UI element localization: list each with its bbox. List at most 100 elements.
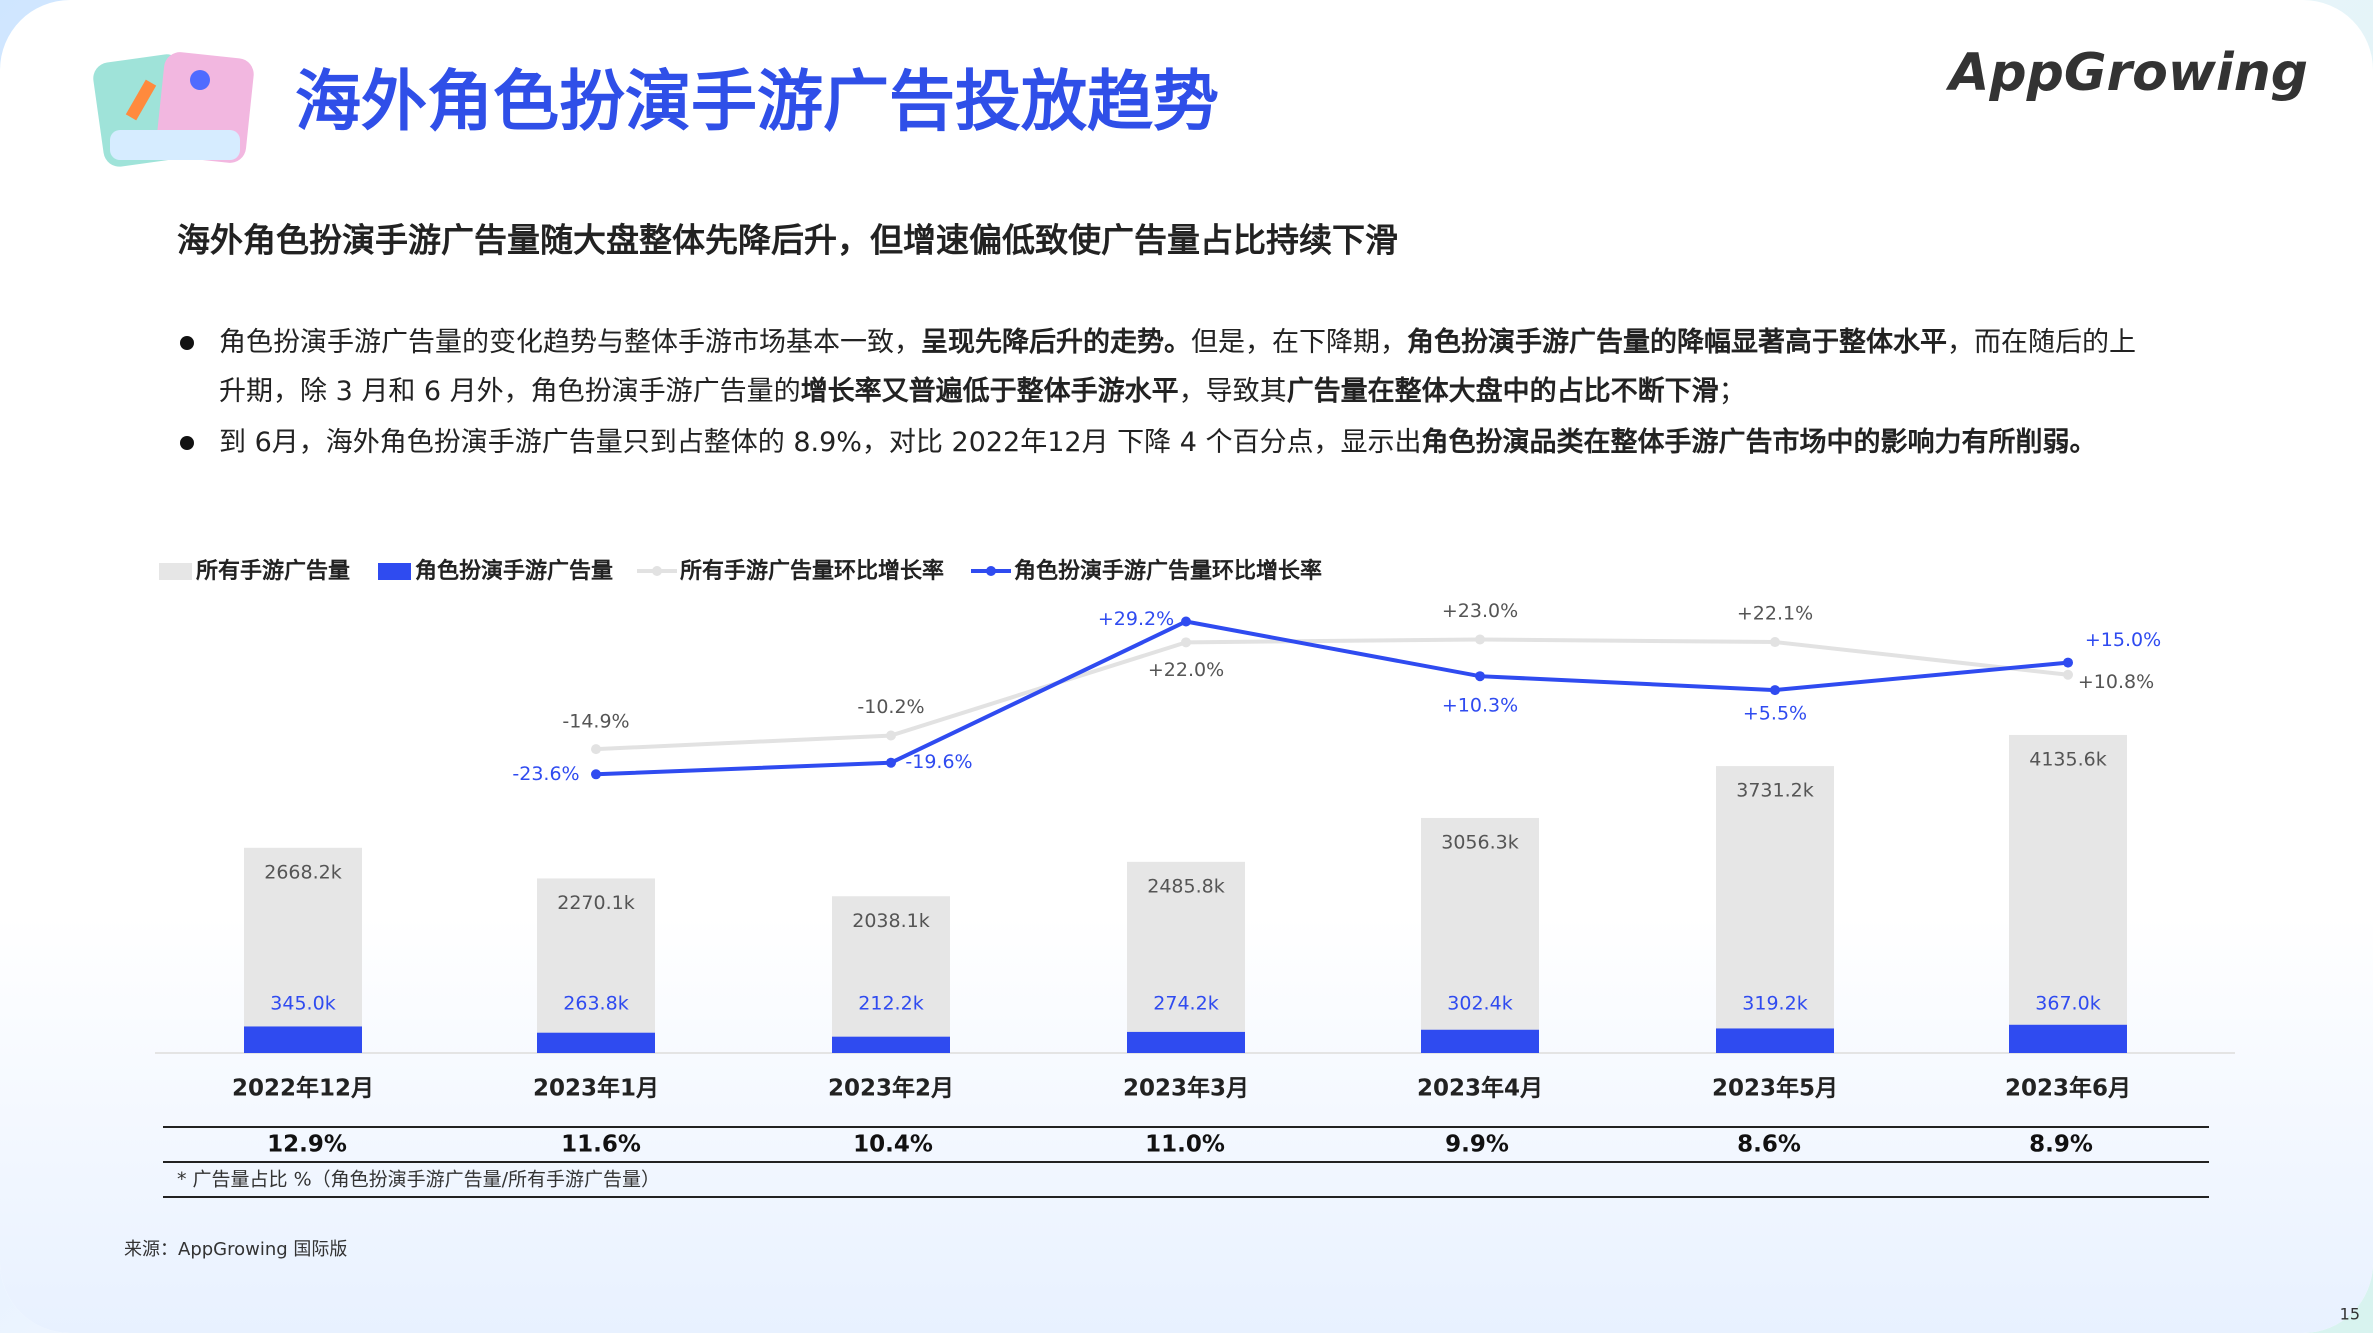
legend-label: 所有手游广告量 <box>196 558 350 584</box>
x-tick-label: 2023年3月 <box>1123 1075 1249 1102</box>
legend-label: 角色扮演手游广告量环比增长率 <box>1014 558 1322 584</box>
bold-text: 角色扮演手游广告量的降幅显著高于整体水平 <box>1407 326 1947 358</box>
bar <box>832 1036 950 1053</box>
bar <box>832 896 950 1053</box>
title: 海外角色扮演手游广告投放趋势 <box>295 63 1219 140</box>
data-label: 2485.8k <box>1147 875 1224 897</box>
share-value: 8.6% <box>1737 1132 1801 1158</box>
bullet-dot <box>180 336 194 350</box>
data-label: 2668.2k <box>264 861 341 883</box>
data-label: +23.0% <box>1442 600 1518 622</box>
data-label: 274.2k <box>1153 993 1218 1015</box>
bar <box>244 1026 362 1053</box>
point <box>1770 685 1780 696</box>
bold-text: 呈现先降后升的走势。 <box>921 326 1191 358</box>
text: ； <box>1719 376 1746 407</box>
data-label: 3731.2k <box>1736 780 1813 802</box>
data-label: +10.8% <box>2078 671 2154 693</box>
bar <box>1421 817 1539 1053</box>
bar <box>2009 734 2127 1053</box>
share-value: 8.9% <box>2029 1132 2093 1158</box>
data-label: +22.1% <box>1737 603 1813 625</box>
chart: 2022年12月 2023年1月 2023年2月 2023年3月 2023年4月 2023… <box>155 600 2235 1102</box>
data-label: +15.0% <box>2085 629 2161 651</box>
bar <box>537 1032 655 1053</box>
legend-swatch <box>159 563 192 580</box>
x-tick-label: 2023年1月 <box>533 1075 659 1102</box>
legend-label: 角色扮演手游广告量 <box>415 558 613 584</box>
share-value: 12.9% <box>267 1132 347 1158</box>
icon <box>93 52 254 167</box>
share-value: 10.4% <box>853 1132 933 1158</box>
data-label: -10.2% <box>857 696 924 718</box>
point <box>2063 657 2073 668</box>
data-label: -19.6% <box>905 751 972 773</box>
logo: AppGrowing <box>1945 43 2308 103</box>
data-label: 345.0k <box>270 993 335 1015</box>
data-label: 212.2k <box>858 993 923 1015</box>
point <box>1770 637 1780 648</box>
point <box>1475 634 1485 645</box>
bar <box>1716 1028 1834 1053</box>
text: ，而在随后的上 <box>1947 327 2136 358</box>
page-number: 15 <box>2340 1305 2360 1324</box>
data-label: 4135.6k <box>2029 748 2106 770</box>
text: 到 6月，海外角色扮演手游广告量只到占整体的 8.9%，对比 2022年12月 … <box>219 427 1422 458</box>
point <box>886 730 896 741</box>
point <box>1181 616 1191 627</box>
line <box>595 619 2069 777</box>
share-note: * 广告量占比 %（角色扮演手游广告量/所有手游广告量） <box>177 1169 660 1191</box>
data-label: +22.0% <box>1148 659 1224 681</box>
x-tick-label: 2022年12月 <box>232 1075 374 1102</box>
point <box>1181 637 1191 648</box>
x-tick-label: 2023年5月 <box>1712 1075 1838 1102</box>
data-label: 2270.1k <box>557 892 634 914</box>
data-label: 302.4k <box>1447 993 1512 1015</box>
subtitle: 海外角色扮演手游广告量随大盘整体先降后升，但增速偏低致使广告量占比持续下滑 <box>177 221 1398 260</box>
share-row: 12.9% 11.6% 10.4% 11.0% 9.9% 8.6% 8.9% <box>267 1132 2093 1158</box>
data-label: -23.6% <box>512 763 579 785</box>
bullet-line: 角色扮演手游广告量的变化趋势与整体手游市场基本一致，呈现先降后升的走势。但是，在… <box>219 326 2136 358</box>
bar <box>2009 1024 2127 1053</box>
bold-text: 增长率又普遍低于整体手游水平 <box>801 375 1179 407</box>
bar <box>244 847 362 1053</box>
point <box>591 769 601 780</box>
data-label: 319.2k <box>1742 993 1807 1015</box>
bar <box>537 878 655 1053</box>
bullet-line: 到 6月，海外角色扮演手游广告量只到占整体的 8.9%，对比 2022年12月 … <box>219 426 2097 458</box>
legend-label: 所有手游广告量环比增长率 <box>680 558 944 584</box>
legend-swatch <box>378 563 411 580</box>
data-label: 2038.1k <box>852 910 929 932</box>
bullets: 角色扮演手游广告量的变化趋势与整体手游市场基本一致，呈现先降后升的走势。但是，在… <box>180 326 2136 458</box>
line <box>595 637 2069 752</box>
bold-text: 角色扮演品类在整体手游广告市场中的影响力有所削弱。 <box>1422 426 2097 458</box>
bar <box>1421 1029 1539 1053</box>
text: 角色扮演手游广告量的变化趋势与整体手游市场基本一致， <box>219 327 921 358</box>
data-label: 367.0k <box>2035 993 2100 1015</box>
bar <box>1127 1031 1245 1053</box>
data-label: 3056.3k <box>1441 831 1518 853</box>
bold-text: 广告量在整体大盘中的占比不断下滑 <box>1287 375 1719 407</box>
share-value: 9.9% <box>1445 1132 1509 1158</box>
data-label: +5.5% <box>1743 703 1807 725</box>
legend: 所有手游广告量 角色扮演手游广告量 所有手游广告量环比增长率 角色扮演手游广告量环比增… <box>159 558 1322 584</box>
data-label: 263.8k <box>563 993 628 1015</box>
share-value: 11.6% <box>561 1132 641 1158</box>
share-value: 11.0% <box>1145 1132 1225 1158</box>
bar <box>1127 861 1245 1053</box>
bullet-line: 升期，除 3 月和 6 月外，角色扮演手游广告量的增长率又普遍低于整体手游水平，… <box>219 375 1746 407</box>
point <box>591 744 601 755</box>
x-tick-label: 2023年2月 <box>828 1075 954 1102</box>
legend-marker <box>986 566 996 576</box>
bullet-dot <box>180 436 194 450</box>
source: 来源：AppGrowing 国际版 <box>124 1239 347 1260</box>
point <box>886 757 896 768</box>
data-label: +10.3% <box>1442 695 1518 717</box>
text: ，导致其 <box>1179 376 1287 407</box>
x-tick-label: 2023年4月 <box>1417 1075 1543 1102</box>
text: 但是，在下降期， <box>1191 327 1407 358</box>
bar <box>1716 766 1834 1053</box>
legend-marker <box>652 566 662 576</box>
